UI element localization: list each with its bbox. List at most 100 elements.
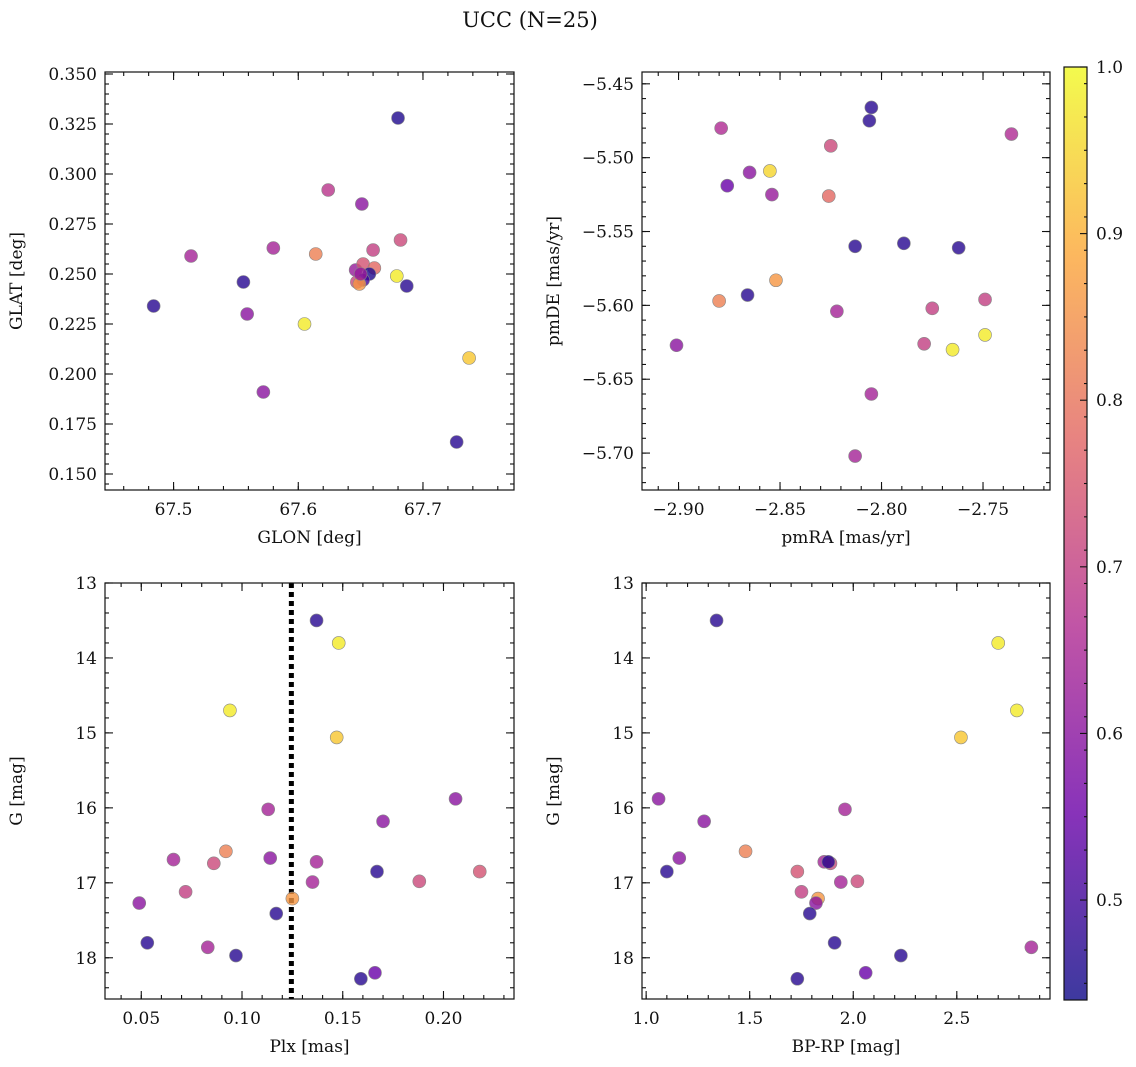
data-point — [266, 241, 281, 255]
data-point — [309, 855, 324, 869]
y-tick-label: 17 — [612, 874, 634, 894]
data-point — [412, 874, 427, 889]
data-point — [954, 730, 968, 745]
data-point — [1024, 940, 1039, 955]
colorbar: 0.5 0.6 0.7 0.8 0.9 1.0 — [1063, 58, 1123, 1001]
data-point — [391, 111, 405, 125]
data-point — [769, 273, 783, 288]
axes-frame — [641, 582, 1051, 1000]
data-point — [355, 197, 369, 211]
data-point — [821, 189, 836, 203]
data-point — [200, 940, 215, 955]
data-point — [166, 852, 181, 867]
data-point — [393, 233, 408, 247]
data-point — [951, 240, 966, 255]
x-axis-label: Plx [mas] — [269, 1037, 349, 1057]
data-point — [263, 851, 278, 865]
y-tick-label: 16 — [75, 799, 97, 819]
data-point — [794, 885, 809, 899]
y-axis-label: pmDE [mas/yr] — [544, 216, 564, 346]
data-point — [146, 299, 161, 313]
y-tick-label: 14 — [75, 649, 97, 669]
axes-frame — [641, 71, 1051, 491]
x-tick-label: 0.15 — [324, 1009, 362, 1029]
data-point — [399, 279, 414, 293]
data-point — [945, 342, 960, 357]
colorbar-tick-label: 0.5 — [1096, 891, 1123, 911]
data-point — [697, 814, 711, 829]
panel-bprp-g: 1.0 1.5 2.0 2.5 13 14 15 16 17 18 BP-RP [mag] G [ma… — [544, 574, 1051, 1057]
colorbar-tick-label: 1.0 — [1096, 58, 1123, 78]
axes-frame — [104, 71, 515, 491]
data-point — [448, 792, 463, 806]
data-point — [308, 247, 323, 261]
data-point — [219, 844, 233, 859]
data-point — [740, 288, 755, 302]
y-tick-label: 0.300 — [48, 165, 97, 185]
data-point — [229, 948, 243, 963]
y-tick-label: −5.60 — [582, 296, 634, 316]
data-point — [978, 328, 992, 342]
y-tick-label: 13 — [75, 574, 97, 594]
y-tick-label: 0.225 — [48, 315, 97, 335]
y-tick-label: 18 — [75, 949, 97, 969]
colorbar-tick-label: 0.9 — [1096, 225, 1123, 245]
y-axis-label: G [mag] — [544, 756, 564, 825]
x-tick-label: 2.5 — [943, 1009, 970, 1029]
data-point — [672, 851, 687, 865]
y-axis-label: GLAT [deg] — [7, 232, 27, 330]
y-tick-label: 0.325 — [48, 115, 97, 135]
data-point — [858, 965, 873, 980]
data-point — [765, 187, 779, 202]
colorbar-tick-label: 0.7 — [1096, 558, 1123, 578]
y-tick-label: −5.65 — [582, 370, 634, 390]
data-point — [321, 183, 336, 197]
x-tick-label: 67.7 — [404, 500, 442, 520]
colorbar-tick-label: 0.8 — [1096, 391, 1123, 411]
data-point — [178, 885, 193, 899]
panel-pm: −2.90 −2.85 −2.80 −2.75 −5.70 −5.65 −5.60 −5.55… — [544, 71, 1051, 548]
y-tick-label: 0.350 — [48, 65, 97, 85]
data-point — [763, 164, 777, 178]
data-point — [285, 891, 300, 906]
data-point — [848, 449, 862, 463]
data-point — [738, 844, 753, 859]
x-tick-label: 67.6 — [279, 500, 317, 520]
data-point — [712, 294, 726, 308]
y-tick-label: 18 — [612, 949, 634, 969]
data-point — [261, 802, 275, 817]
y-tick-label: −5.50 — [582, 149, 634, 169]
x-tick-label: 67.5 — [155, 500, 193, 520]
x-tick-label: 1.5 — [736, 1009, 763, 1029]
points — [132, 613, 487, 986]
data-point — [864, 387, 879, 401]
x-tick-label: 0.10 — [223, 1009, 261, 1029]
y-tick-label: −5.45 — [582, 75, 634, 95]
data-point — [236, 275, 251, 289]
data-point — [331, 636, 346, 650]
data-point — [140, 935, 155, 950]
data-point — [978, 292, 992, 307]
data-point — [790, 864, 805, 879]
data-point — [809, 896, 823, 910]
data-point — [894, 948, 908, 963]
data-point — [897, 236, 911, 251]
axes-frame — [104, 582, 515, 1000]
y-tick-label: 14 — [612, 649, 634, 669]
data-point — [329, 730, 344, 745]
data-point — [462, 351, 476, 365]
data-point — [223, 703, 237, 718]
data-point — [850, 874, 865, 889]
x-axis-label: BP-RP [mag] — [792, 1037, 901, 1057]
x-tick-label: 0.20 — [425, 1009, 463, 1029]
panels: 67.5 67.6 67.7 0.150 0.175 0.200 0.225 0.250 0.2… — [7, 65, 1051, 1057]
y-tick-label: 0.200 — [48, 365, 97, 385]
data-point — [368, 965, 382, 980]
data-point — [651, 792, 666, 806]
data-point — [256, 385, 271, 399]
data-point — [370, 864, 384, 879]
panel-plx-g: 0.05 0.10 0.15 0.20 13 14 15 16 17 18 Plx [mas] G [… — [7, 574, 515, 1057]
x-tick-label: −2.90 — [652, 500, 704, 520]
x-tick-label: −2.75 — [957, 500, 1009, 520]
y-tick-label: −5.55 — [582, 223, 634, 243]
